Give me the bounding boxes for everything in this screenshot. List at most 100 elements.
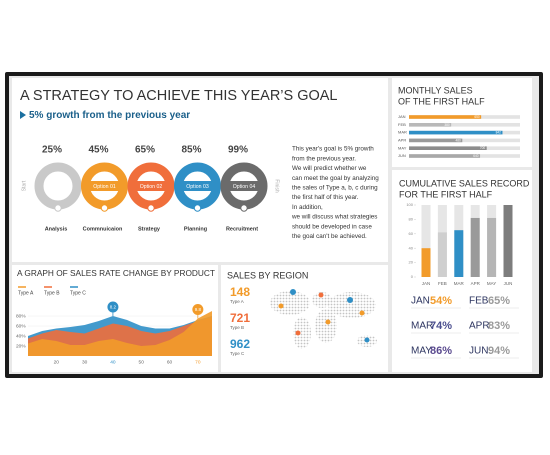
bar-value-label: 700 — [480, 146, 486, 150]
legend-label: Type A — [18, 290, 34, 296]
x-tick-label: JUN — [504, 281, 513, 286]
bar-category: MAY — [398, 145, 407, 150]
x-tick-label: MAY — [487, 281, 496, 286]
step-name: Strategy — [138, 226, 161, 232]
x-tick-label: 40 — [110, 359, 116, 365]
bar — [409, 146, 487, 150]
x-tick-label: 50 — [139, 359, 145, 365]
annotation-text: 8.2 — [110, 305, 117, 310]
y-tick-label: 20 — [409, 260, 414, 265]
legend-label: Type B — [44, 290, 60, 296]
step-percent: 99% — [228, 145, 248, 156]
y-tick-label: 0 — [411, 274, 414, 279]
record-percent: 65% — [488, 295, 510, 307]
paragraph-line: we will discuss what strategies — [291, 214, 377, 221]
monthly-panel — [392, 78, 532, 167]
x-tick-label: FEB — [438, 281, 447, 286]
annotation-pin — [192, 304, 204, 315]
record-percent: 86% — [430, 345, 452, 357]
subtitle-arrow — [20, 111, 26, 119]
paragraph-line: should be developed in case — [292, 223, 372, 230]
bar-category: FEB — [398, 122, 406, 127]
chart-title: FOR THE FIRST HALF — [399, 189, 493, 199]
record-percent: 83% — [488, 320, 510, 332]
bar-value-label: 640 — [473, 154, 479, 158]
step-name: Commnuicaion — [83, 226, 123, 232]
annotation-pin — [107, 301, 119, 313]
step-name: Recruitment — [226, 226, 258, 232]
bar-category: MAR — [398, 130, 407, 135]
bar-track — [409, 138, 520, 143]
record-month: MAY — [411, 346, 432, 357]
x-tick-label: 70 — [195, 359, 201, 365]
paragraph-line: In addition, — [292, 204, 323, 211]
chart-title: MONTHLY SALES — [398, 85, 473, 95]
bar-value-label: 650 — [474, 115, 480, 119]
bar — [503, 205, 513, 277]
strategy-subtitle: 5% growth from the previous year — [29, 110, 190, 121]
step-percent: 85% — [181, 145, 201, 156]
option-label: Option 02 — [140, 184, 163, 190]
y-tick-label: 60% — [16, 323, 26, 329]
bar-category: JAN — [398, 114, 406, 119]
paragraph-line: the goal can't be achieved. — [292, 233, 367, 240]
region-value: 148 — [230, 285, 250, 299]
step-icon — [100, 204, 109, 212]
region-label: Type B — [230, 325, 244, 330]
x-tick-label: 60 — [167, 359, 173, 365]
legend-label: Type C — [70, 290, 86, 296]
region-title: SALES BY REGION — [227, 270, 308, 280]
step-percent: 25% — [42, 145, 62, 156]
bar — [409, 123, 452, 127]
y-tick-label: 40% — [16, 333, 26, 339]
bar — [409, 154, 481, 158]
bar-category: APR — [398, 137, 406, 142]
x-tick-label: APR — [471, 281, 481, 286]
bar — [470, 217, 480, 277]
record-month: FEB — [469, 296, 489, 307]
start-label: Start — [21, 180, 27, 191]
step-icon — [240, 204, 248, 212]
record-month: JUN — [469, 346, 488, 357]
record-percent: 94% — [488, 345, 510, 357]
option-label: Option 04 — [233, 184, 256, 190]
bar — [487, 217, 497, 277]
x-tick-label: 30 — [82, 359, 88, 365]
region-label: Type C — [230, 351, 245, 356]
paragraph-line: the sales of Type a, b, c during — [292, 184, 378, 191]
finish-label: Finish — [274, 179, 280, 193]
chart-title: A GRAPH OF SALES RATE CHANGE BY PRODUCT — [17, 268, 215, 278]
record-month: JAN — [411, 296, 430, 307]
option-band — [181, 181, 214, 191]
step-name: Planning — [184, 226, 207, 232]
record-month: MAR — [411, 321, 433, 332]
y-tick-label: 80 — [409, 216, 414, 221]
world-map — [270, 289, 377, 349]
area — [28, 311, 212, 356]
paragraph-line: from the previous year. — [292, 155, 356, 162]
option-label: Option 03 — [186, 184, 209, 190]
annotation-text: 9.8 — [195, 307, 202, 312]
option-band — [228, 181, 260, 191]
step-percent: 65% — [135, 145, 155, 156]
region-value: 962 — [230, 337, 250, 351]
y-tick-label: 100 — [406, 202, 413, 207]
chart-title: OF THE FIRST HALF — [398, 96, 485, 106]
bar-category: JUN — [398, 153, 406, 158]
step-icon — [54, 204, 62, 212]
step-percent: 45% — [88, 145, 108, 156]
chart-title: CUMULATIVE SALES RECORD — [399, 178, 530, 188]
record-percent: 54% — [430, 295, 452, 307]
step-icon — [147, 204, 155, 212]
y-tick-label: 60 — [409, 231, 414, 236]
bar-value-label: 480 — [455, 138, 461, 142]
paragraph-line: We will predict whether we — [292, 165, 367, 172]
x-tick-label: MAR — [454, 281, 465, 286]
bar — [437, 232, 447, 277]
bar — [421, 248, 431, 277]
record-percent: 74% — [430, 320, 452, 332]
paragraph-line: can meet the goal by analyzing — [292, 175, 379, 182]
bar — [454, 230, 464, 277]
